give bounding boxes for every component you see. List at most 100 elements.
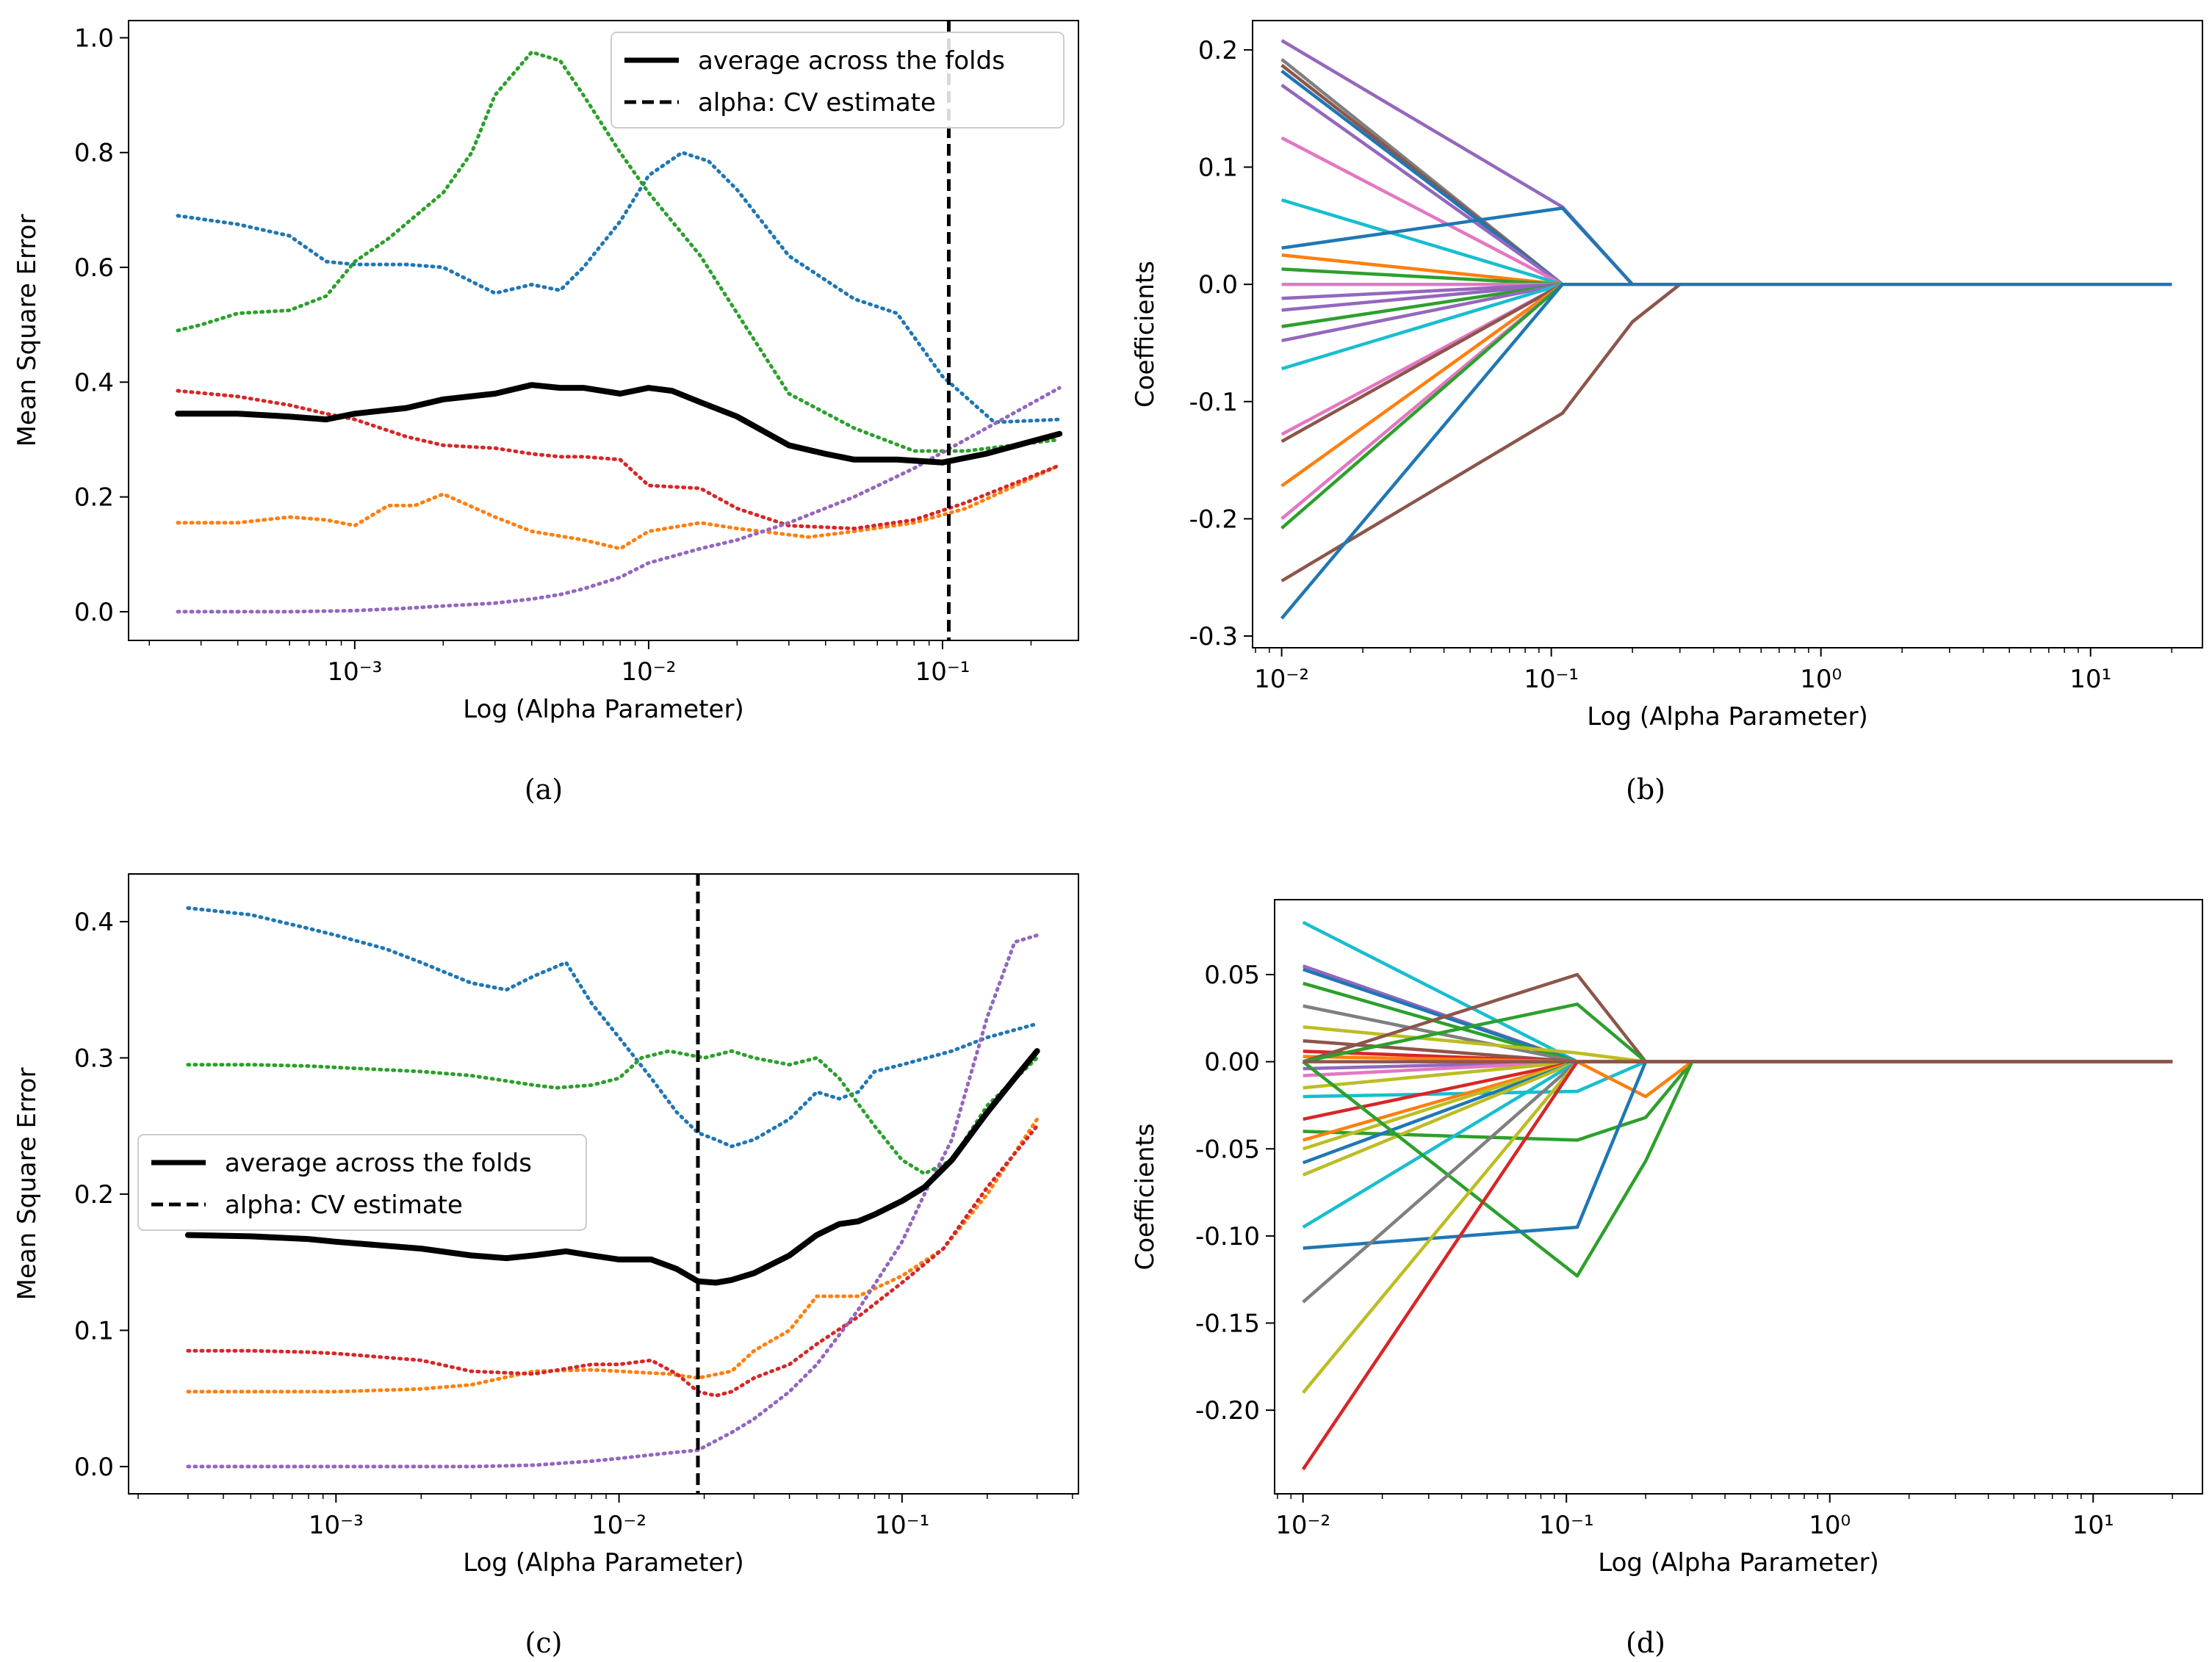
x-tick-label: 10⁰ — [1800, 665, 1842, 694]
x-tick-label: 10¹ — [2072, 1511, 2114, 1540]
series-line-b-23 — [1280, 282, 2172, 620]
series-line-a-fold-3 — [176, 50, 1062, 453]
y-axis-label: Mean Square Error — [12, 214, 42, 447]
caption-c: (c) — [525, 1627, 563, 1659]
y-axis-label: Mean Square Error — [12, 1068, 42, 1301]
x-tick-label: 10⁻¹ — [1539, 1511, 1594, 1540]
series-line-b-1 — [1280, 39, 2172, 286]
series-line-b-5 — [1280, 83, 2172, 286]
y-tick-label: 0.2 — [1198, 36, 1238, 65]
y-tick-label: 0.00 — [1204, 1048, 1260, 1077]
y-axis-label: Coefficients — [1131, 1124, 1160, 1271]
caption-b: (b) — [1626, 773, 1665, 806]
axes-frame-b — [1252, 20, 2203, 648]
series-line-d-21 — [1302, 1060, 2173, 1177]
plot-area-d — [1301, 920, 2173, 1471]
panel-b-chart: 0.2 0.1 0.0 -0.1 -0.2 -0.3 10⁻² 10⁻¹ 10⁰ 10¹ Log (… — [1131, 20, 2203, 731]
x-tick-label: 10⁻² — [1275, 1511, 1330, 1540]
series-line-d-25 — [1302, 1060, 2173, 1304]
y-tick-label: 0.05 — [1204, 961, 1260, 990]
legend-label-cv: alpha: CV estimate — [698, 88, 936, 118]
y-tick-label: 0.4 — [74, 908, 114, 937]
x-tick-label: 10⁻² — [622, 657, 677, 687]
series-line-b-8 — [1281, 206, 2172, 286]
x-tick-label: 10⁰ — [1809, 1511, 1851, 1540]
legend-box — [610, 32, 1064, 129]
series-line-b-6 — [1280, 136, 2172, 286]
x-tick-label: 10¹ — [2069, 665, 2111, 694]
series-line-c-fold-3 — [186, 1049, 1040, 1176]
series-line-b-4 — [1280, 69, 2172, 286]
series-line-d-22 — [1302, 1060, 2173, 1229]
y-tick-label: 1.0 — [74, 24, 114, 53]
y-tick-label: -0.15 — [1195, 1309, 1260, 1339]
series-line-c-fold-2 — [186, 1117, 1040, 1394]
y-tick-label: -0.05 — [1195, 1135, 1260, 1164]
legend-label-cv: alpha: CV estimate — [225, 1191, 463, 1220]
series-line-d-18 — [1303, 1060, 2173, 1142]
series-line-c-fold-4 — [186, 1124, 1040, 1398]
series-line-a-fold-4 — [176, 389, 1062, 531]
x-axis-label: Log (Alpha Parameter) — [1587, 702, 1867, 731]
caption-a: (a) — [525, 773, 563, 806]
series-line-a-fold-2 — [176, 463, 1062, 551]
series-line-a-fold-1 — [176, 151, 1062, 424]
y-tick-label: 0.2 — [74, 1180, 114, 1210]
y-tick-label: 0.4 — [74, 368, 114, 397]
y-axis-label: Coefficients — [1131, 261, 1160, 408]
series-line-d-3 — [1302, 967, 2173, 1063]
series-line-d-17 — [1303, 1060, 2173, 1142]
x-axis-label: Log (Alpha Parameter) — [1598, 1548, 1878, 1578]
x-axis-label: Log (Alpha Parameter) — [463, 695, 743, 724]
x-tick-label: 10⁻³ — [327, 657, 382, 687]
y-tick-label: -0.3 — [1189, 622, 1238, 651]
series-line-b-20 — [1280, 282, 2172, 521]
panel-c-chart: 0.0 0.1 0.2 0.3 0.4 10⁻³ 10⁻² 10⁻¹ Log (Alpha Pa… — [12, 873, 1079, 1578]
series-line-b-7 — [1280, 198, 2172, 286]
y-tick-label: 0.0 — [74, 598, 114, 627]
series-line-c-average-across-the-folds — [184, 1048, 1040, 1286]
plot-area-c — [184, 874, 1040, 1494]
y-tick-label: 0.6 — [74, 253, 114, 283]
panel-a-chart: 0.0 0.2 0.4 0.6 0.8 1.0 10⁻³ 10⁻² 10⁻¹ Log (Alpha… — [12, 20, 1079, 724]
axes-frame-c — [128, 873, 1079, 1495]
plot-area-b — [1280, 39, 2172, 620]
series-line-b-3 — [1280, 63, 2172, 286]
series-line-d-26 — [1301, 1060, 2173, 1394]
series-line-b-9 — [1281, 253, 2172, 286]
y-tick-label: -0.10 — [1195, 1222, 1260, 1251]
legend-label-average: average across the folds — [225, 1149, 532, 1178]
y-tick-label: 0.0 — [1198, 270, 1238, 300]
x-tick-label: 10⁻¹ — [915, 657, 970, 687]
legend-c: average across the folds alpha: CV estima… — [137, 1134, 587, 1231]
y-tick-label: -0.2 — [1189, 505, 1238, 534]
axes-frame-d — [1274, 899, 2203, 1495]
series-line-d-24 — [1303, 1060, 2173, 1250]
y-tick-label: 0.3 — [74, 1044, 114, 1073]
legend-box — [137, 1134, 587, 1231]
x-tick-label: 10⁻¹ — [874, 1511, 929, 1540]
y-tick-label: 0.1 — [1198, 153, 1238, 183]
panel-d-chart: 0.05 0.00 -0.05 -0.10 -0.15 -0.20 10⁻² 10⁻¹ 10⁰ 1… — [1131, 899, 2203, 1578]
legend-label-average: average across the folds — [698, 46, 1005, 76]
series-line-c-fold-1 — [186, 906, 1040, 1149]
legend-a: average across the folds alpha: CV estima… — [610, 32, 1064, 129]
y-tick-label: 0.2 — [74, 483, 114, 513]
y-tick-label: 0.0 — [74, 1453, 114, 1482]
series-line-c-fold-5 — [186, 933, 1040, 1469]
x-tick-label: 10⁻¹ — [1524, 665, 1579, 694]
series-line-a-average-across-the-folds — [175, 382, 1063, 466]
x-tick-label: 10⁻² — [591, 1511, 646, 1540]
x-axis-label: Log (Alpha Parameter) — [463, 1548, 743, 1578]
y-tick-label: 0.8 — [74, 139, 114, 168]
series-line-a-fold-5 — [176, 386, 1062, 614]
series-line-b-10 — [1281, 267, 2172, 286]
y-tick-label: 0.1 — [74, 1316, 114, 1345]
x-tick-label: 10⁻² — [1254, 665, 1309, 694]
y-tick-label: -0.20 — [1195, 1396, 1260, 1426]
plot-area-a — [175, 21, 1063, 640]
y-tick-label: -0.1 — [1189, 388, 1238, 417]
x-tick-label: 10⁻³ — [309, 1511, 364, 1540]
caption-d: (d) — [1626, 1627, 1665, 1659]
